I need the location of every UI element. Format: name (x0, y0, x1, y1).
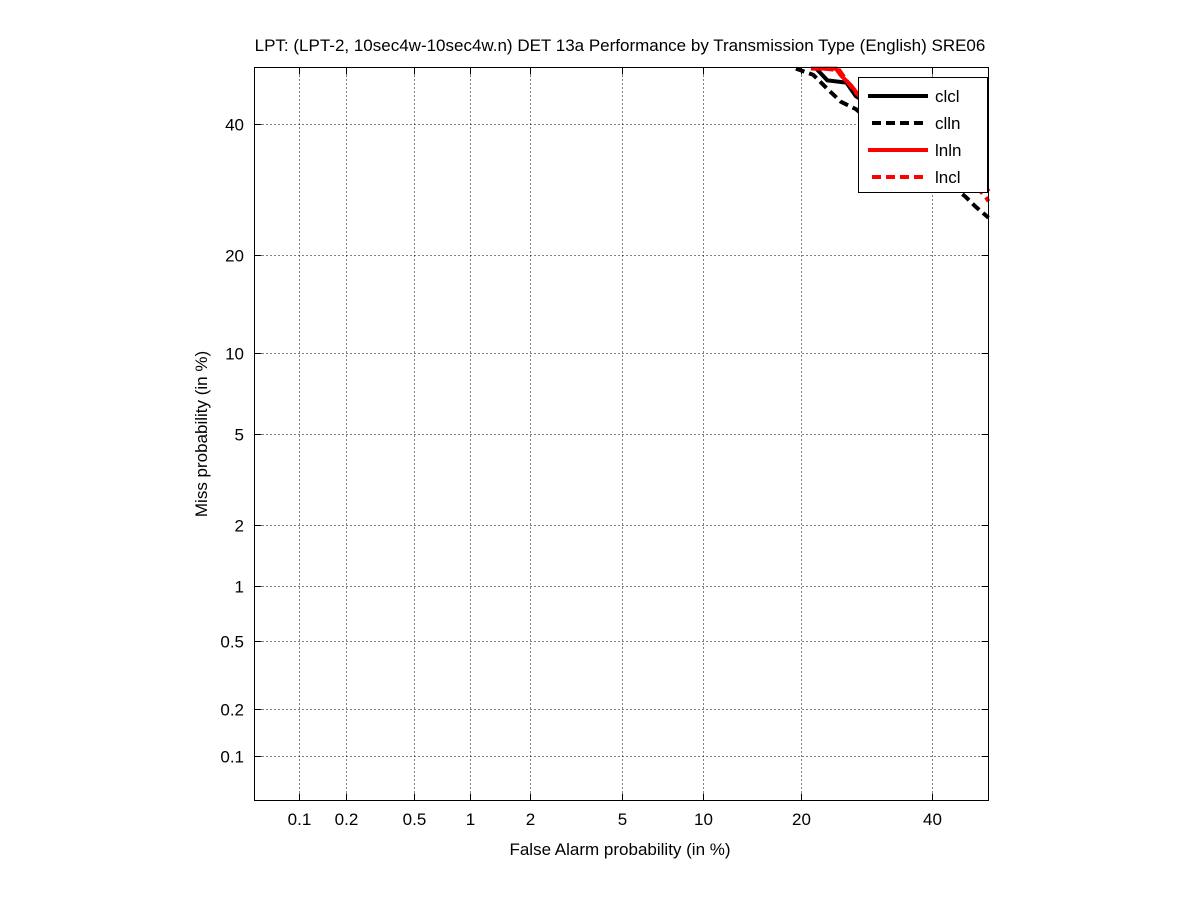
x-tick-label: 1 (466, 810, 475, 829)
x-tick-label: 10 (694, 810, 713, 829)
y-tick-label: 1 (235, 578, 244, 597)
y-tick-label: 2 (235, 517, 244, 536)
chart-title: LPT: (LPT-2, 10sec4w-10sec4w.n) DET 13a … (255, 36, 986, 55)
series-line-clln (795, 66, 990, 220)
y-tick-label: 5 (235, 426, 244, 445)
y-tick-label: 0.5 (220, 633, 244, 652)
legend-label-lncl: lncl (935, 168, 961, 187)
x-tick-label: 0.5 (403, 810, 427, 829)
x-tick-label: 20 (792, 810, 811, 829)
x-tick-label: 0.2 (335, 810, 359, 829)
legend-label-clln: clln (935, 114, 961, 133)
x-tick-label: 5 (618, 810, 627, 829)
y-tick-label: 20 (225, 247, 244, 266)
x-tick-label: 0.1 (288, 810, 312, 829)
series-line-lncl (824, 66, 991, 203)
legend-label-lnln: lnln (935, 141, 961, 160)
y-axis-label: Miss probability (in %) (192, 351, 211, 517)
legend: clcl clln lnln lncl (858, 77, 988, 193)
legend-label-clcl: clcl (935, 87, 960, 106)
ticks: 0.1 0.2 0.5 1 2 5 10 20 40 0.1 0.2 0.5 1 2 5 10 20 40 (220, 67, 989, 829)
y-tick-label: 10 (225, 345, 244, 364)
x-tick-label: 2 (526, 810, 535, 829)
y-tick-label: 40 (225, 116, 244, 135)
x-axis-label: False Alarm probability (in %) (509, 840, 730, 859)
y-tick-label: 0.1 (220, 748, 244, 767)
x-tick-label: 40 (923, 810, 942, 829)
y-tick-label: 0.2 (220, 701, 244, 720)
